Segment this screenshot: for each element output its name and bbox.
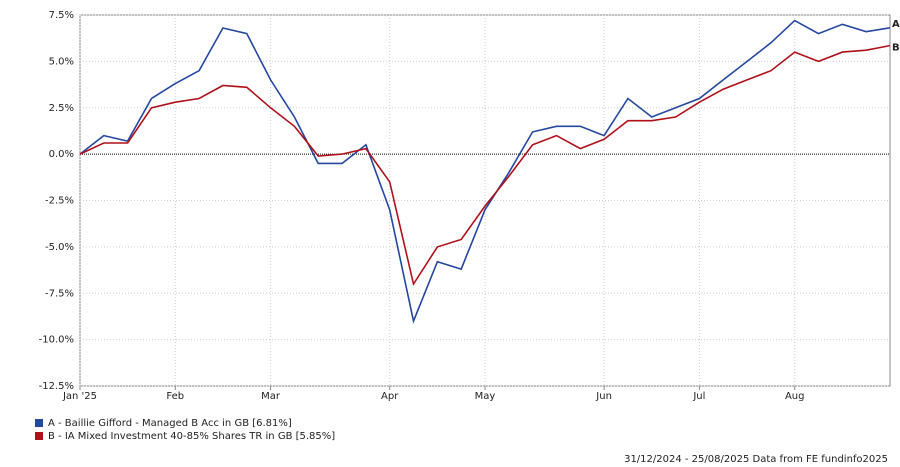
- end-label: B: [892, 43, 900, 54]
- x-tick-label: May: [475, 391, 496, 402]
- x-tick-label: Mar: [261, 391, 281, 402]
- y-tick-label: 2.5%: [49, 103, 74, 114]
- y-tick-label: 7.5%: [49, 10, 74, 21]
- x-tick-label: Feb: [166, 391, 184, 402]
- legend-marker: [35, 419, 43, 427]
- x-tick-label: Jan '25: [62, 391, 97, 402]
- y-tick-label: -2.5%: [45, 196, 74, 207]
- y-tick-label: -5.0%: [45, 242, 74, 253]
- series-line: [79, 19, 891, 324]
- legend-marker: [35, 432, 43, 440]
- x-tick-label: Jul: [692, 391, 705, 402]
- y-tick-label: -12.5%: [39, 381, 74, 392]
- y-tick-label: -7.5%: [45, 288, 74, 299]
- legend-label: B - IA Mixed Investment 40-85% Shares TR…: [48, 431, 335, 442]
- end-label: A: [892, 19, 900, 30]
- x-tick-label: Jun: [595, 391, 612, 402]
- legend-label: A - Baillie Gifford - Managed B Acc in G…: [48, 418, 292, 429]
- series-line: [79, 44, 891, 287]
- footer: 31/12/2024 - 25/08/2025 Data from FE fun…: [624, 454, 888, 465]
- x-tick-label: Apr: [381, 391, 399, 402]
- y-tick-label: -10.0%: [39, 335, 74, 346]
- x-tick-label: Aug: [785, 391, 805, 402]
- y-tick-label: 5.0%: [49, 56, 74, 67]
- y-tick-label: 0.0%: [49, 149, 74, 160]
